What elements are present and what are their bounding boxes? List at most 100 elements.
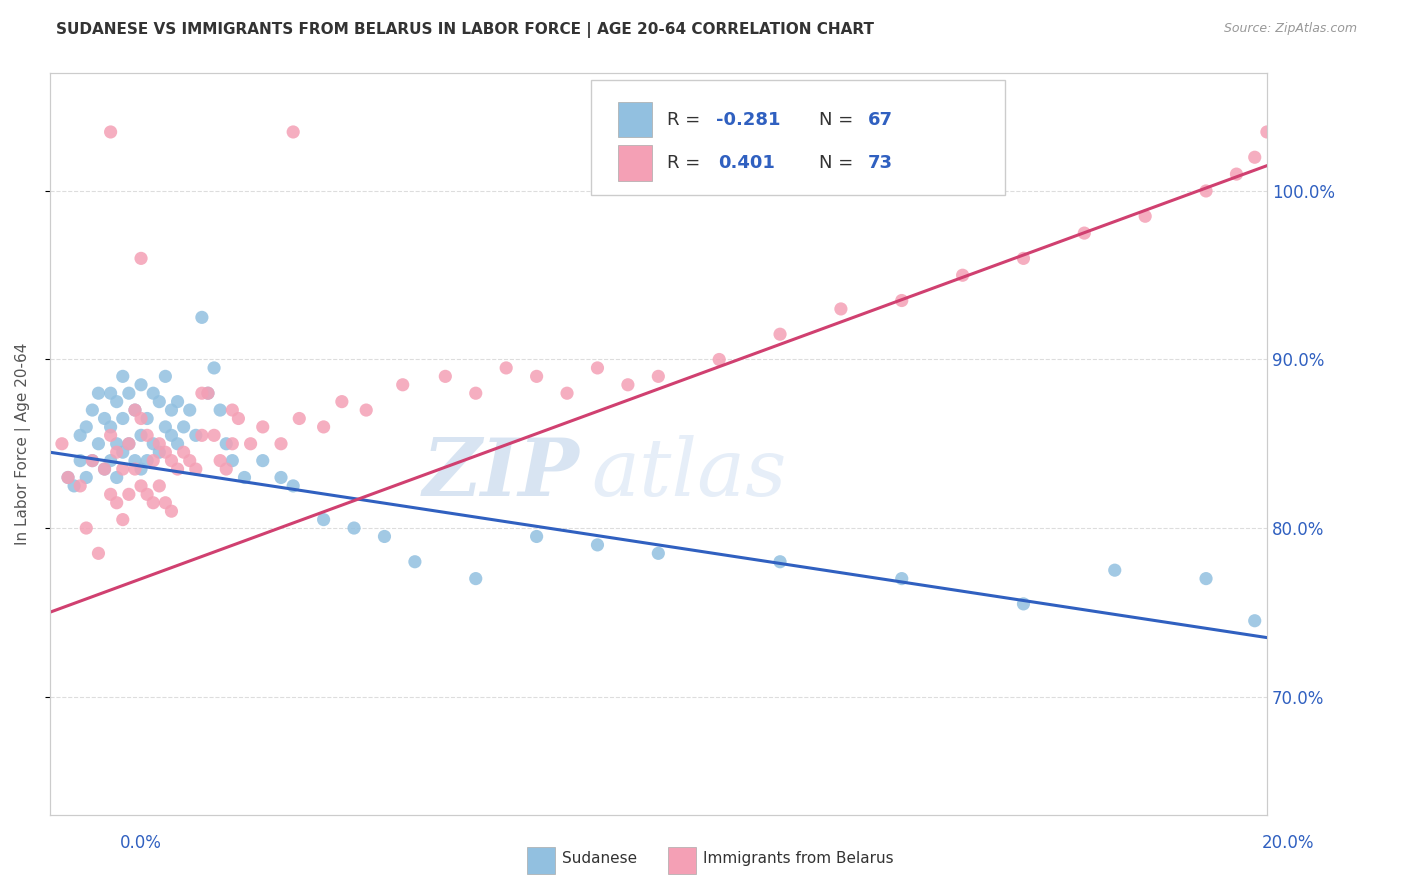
Point <box>1195 572 1218 586</box>
Point <box>209 453 232 467</box>
Point <box>148 394 170 409</box>
Point <box>160 504 183 518</box>
Point <box>105 394 128 409</box>
Point <box>270 436 292 450</box>
Point <box>526 529 548 543</box>
Point <box>233 470 256 484</box>
Point <box>221 403 243 417</box>
Point <box>118 436 141 450</box>
Point <box>111 462 134 476</box>
Point <box>202 360 225 375</box>
Point <box>142 436 165 450</box>
Point <box>129 479 152 493</box>
Point <box>1243 614 1265 628</box>
Point <box>647 369 669 384</box>
Point <box>343 521 366 535</box>
Point <box>166 394 188 409</box>
Point <box>586 360 609 375</box>
Point <box>111 513 134 527</box>
Point <box>312 420 335 434</box>
Point <box>179 403 201 417</box>
Point <box>288 411 311 425</box>
Point <box>197 386 219 401</box>
Point <box>830 301 852 316</box>
Point <box>166 436 188 450</box>
Point <box>118 436 141 450</box>
Point <box>1104 563 1126 577</box>
Point <box>769 327 792 342</box>
Text: 67: 67 <box>868 111 893 128</box>
Point <box>270 470 292 484</box>
Point <box>148 445 170 459</box>
Text: N =: N = <box>818 153 859 172</box>
Point <box>100 453 122 467</box>
Text: Sudanese: Sudanese <box>562 851 637 865</box>
Point <box>69 453 91 467</box>
Point <box>100 125 122 139</box>
Point <box>209 403 232 417</box>
Point <box>155 496 177 510</box>
Point <box>312 513 335 527</box>
Point <box>129 411 152 425</box>
Point <box>221 436 243 450</box>
Point <box>124 453 146 467</box>
Point <box>179 453 201 467</box>
Point <box>124 462 146 476</box>
Point <box>69 428 91 442</box>
Point <box>160 403 183 417</box>
Point <box>87 436 110 450</box>
Point <box>111 411 134 425</box>
Point <box>221 453 243 467</box>
Point <box>93 462 115 476</box>
Point <box>1195 184 1218 198</box>
Point <box>93 462 115 476</box>
Point <box>283 479 305 493</box>
Point <box>105 436 128 450</box>
Point <box>191 310 214 325</box>
Point <box>100 487 122 501</box>
Y-axis label: In Labor Force | Age 20-64: In Labor Force | Age 20-64 <box>15 343 31 545</box>
Point <box>155 369 177 384</box>
Text: atlas: atlas <box>592 434 787 512</box>
Point <box>197 386 219 401</box>
Point <box>148 436 170 450</box>
Point <box>142 386 165 401</box>
Point <box>252 420 274 434</box>
Point <box>75 420 97 434</box>
Text: 20.0%: 20.0% <box>1263 834 1315 852</box>
Point <box>136 411 159 425</box>
Point <box>124 403 146 417</box>
Point <box>136 487 159 501</box>
Point <box>184 428 207 442</box>
Text: Source: ZipAtlas.com: Source: ZipAtlas.com <box>1223 22 1357 36</box>
Point <box>173 445 195 459</box>
Point <box>239 436 262 450</box>
Point <box>769 555 792 569</box>
Text: 0.0%: 0.0% <box>120 834 162 852</box>
Point <box>1225 167 1247 181</box>
Point <box>1133 209 1156 223</box>
Point <box>890 293 912 308</box>
Point <box>1073 226 1095 240</box>
FancyBboxPatch shape <box>619 102 652 137</box>
Point <box>136 453 159 467</box>
Text: R =: R = <box>666 111 706 128</box>
Point <box>1012 597 1035 611</box>
Text: 73: 73 <box>868 153 893 172</box>
Point <box>495 360 517 375</box>
Point <box>391 377 413 392</box>
Point <box>191 386 214 401</box>
Point <box>1243 150 1265 164</box>
Text: R =: R = <box>666 153 706 172</box>
Point <box>118 487 141 501</box>
Point <box>184 462 207 476</box>
Point <box>87 386 110 401</box>
Text: N =: N = <box>818 111 859 128</box>
Point <box>191 428 214 442</box>
Point <box>82 453 104 467</box>
Point <box>202 428 225 442</box>
Point <box>228 411 250 425</box>
Point <box>82 453 104 467</box>
Point <box>464 572 486 586</box>
Point <box>160 453 183 467</box>
